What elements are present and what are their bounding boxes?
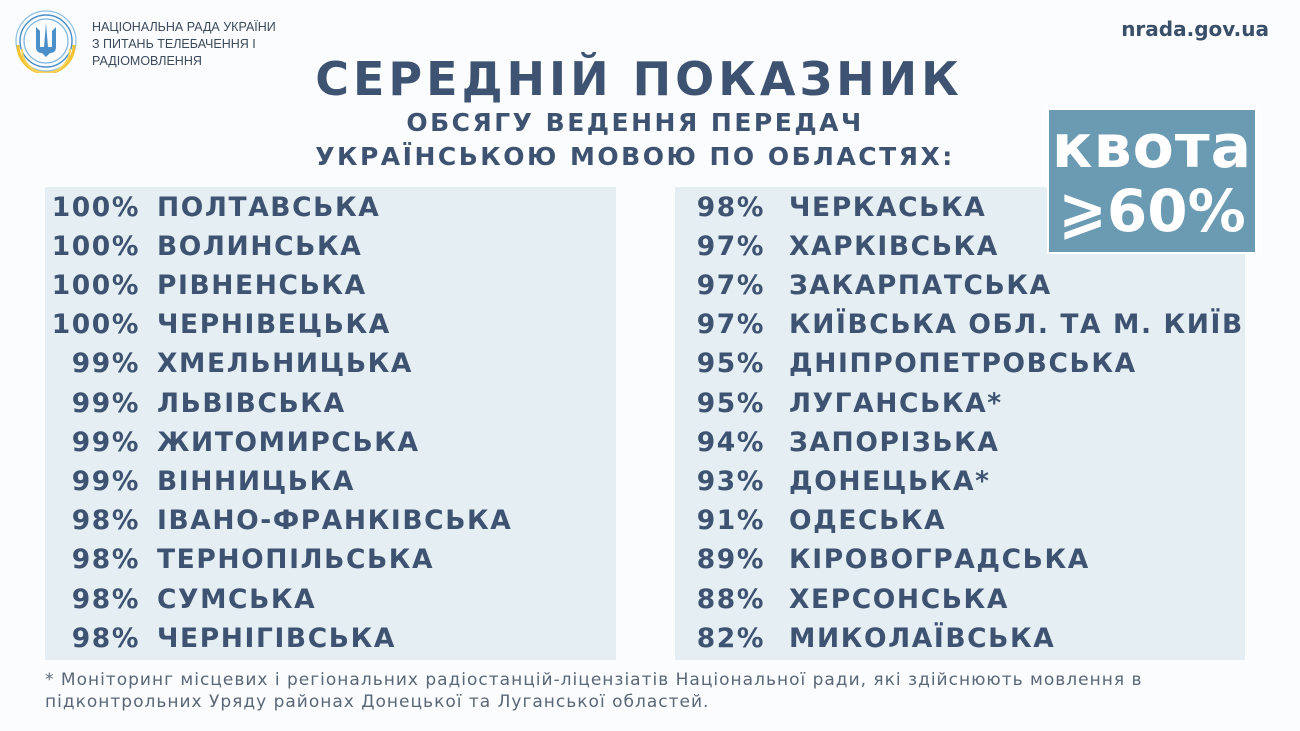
region-percent: 98% xyxy=(71,583,140,615)
region-name: ОДЕСЬКА xyxy=(789,505,947,537)
region-percent: 97% xyxy=(696,269,765,301)
region-percent: 98% xyxy=(71,622,140,654)
region-percent: 99% xyxy=(71,348,140,380)
right-region-list: 98% ЧЕРКАСЬКА 97% ХАРКІВСЬКА 97% ЗАКАРПАТСЬКА… xyxy=(675,187,1245,660)
org-line-2: З ПИТАНЬ ТЕЛЕБАЧЕННЯ І xyxy=(92,37,256,51)
region-percent: 95% xyxy=(696,348,765,380)
org-line-1: НАЦІОНАЛЬНА РАДА УКРАЇНИ xyxy=(92,20,276,34)
site-url[interactable]: nrada.gov.ua xyxy=(1121,17,1269,41)
region-name: ЗАКАРПАТСЬКА xyxy=(789,269,1052,301)
region-percent: 98% xyxy=(71,544,140,576)
region-percent: 99% xyxy=(71,387,140,419)
region-percent: 91% xyxy=(696,505,765,537)
region-percent: 99% xyxy=(71,426,140,458)
region-percent: 100% xyxy=(51,191,140,223)
region-name: ДНІПРОПЕТРОВСЬКА xyxy=(789,348,1137,380)
left-region-list: 100% ПОЛТАВСЬКА 100% ВОЛИНСЬКА 100% РІВНЕНСЬК… xyxy=(45,187,616,660)
trident-emblem-icon xyxy=(15,10,77,73)
region-name: ПОЛТАВСЬКА xyxy=(157,191,381,223)
region-percent: 97% xyxy=(696,309,765,341)
region-percent: 98% xyxy=(71,505,140,537)
region-name: РІВНЕНСЬКА xyxy=(157,269,367,301)
quota-badge: квота ⩾60% xyxy=(1047,108,1257,254)
region-name: ЛЬВІВСЬКА xyxy=(157,387,346,419)
org-line-3: РАДІОМОВЛЕННЯ xyxy=(92,54,202,68)
region-name: ТЕРНОПІЛЬСЬКА xyxy=(157,544,435,576)
quota-label: квота xyxy=(1051,112,1253,182)
organization-name: НАЦІОНАЛЬНА РАДА УКРАЇНИ З ПИТАНЬ ТЕЛЕБА… xyxy=(92,19,276,70)
page-title: СЕРЕДНІЙ ПОКАЗНИК xyxy=(315,52,963,106)
region-name: ЗАПОРІЗЬКА xyxy=(789,426,1000,458)
quota-value: ⩾60% xyxy=(1058,177,1246,245)
region-name: ЛУГАНСЬКА* xyxy=(789,387,1003,419)
footnote: * Моніторинг місцевих і регіональних рад… xyxy=(45,670,1143,712)
region-percent: 82% xyxy=(696,622,765,654)
region-percent: 98% xyxy=(696,191,765,223)
region-name: МИКОЛАЇВСЬКА xyxy=(789,622,1056,654)
region-percent: 88% xyxy=(696,583,765,615)
region-name: ХЕРСОНСЬКА xyxy=(789,583,1009,615)
region-name: КИЇВСЬКА ОБЛ. ТА М. КИЇВ xyxy=(789,309,1244,341)
region-name: ЧЕРНІГІВСЬКА xyxy=(157,622,396,654)
region-percent: 94% xyxy=(696,426,765,458)
region-percent: 100% xyxy=(51,269,140,301)
region-name: ІВАНО-ФРАНКІВСЬКА xyxy=(157,505,513,537)
region-name: СУМСЬКА xyxy=(157,583,317,615)
region-percent: 100% xyxy=(51,309,140,341)
region-name: ЧЕРКАСЬКА xyxy=(789,191,987,223)
region-percent: 95% xyxy=(696,387,765,419)
region-name: ХМЕЛЬНИЦЬКА xyxy=(157,348,414,380)
region-name: ЧЕРНІВЕЦЬКА xyxy=(157,309,391,341)
region-percent: 100% xyxy=(51,230,140,262)
region-name: КІРОВОГРАДСЬКА xyxy=(789,544,1090,576)
subtitle-line-2: УКРАЇНСЬКОЮ МОВОЮ ПО ОБЛАСТЯХ: xyxy=(315,142,955,171)
region-percent: 99% xyxy=(71,465,140,497)
region-name: ВОЛИНСЬКА xyxy=(157,230,363,262)
region-name: ХАРКІВСЬКА xyxy=(789,230,999,262)
region-percent: 93% xyxy=(696,465,765,497)
region-percent: 97% xyxy=(696,230,765,262)
region-name: ДОНЕЦЬКА* xyxy=(789,465,991,497)
region-percent: 89% xyxy=(696,544,765,576)
region-name: ЖИТОМИРСЬКА xyxy=(157,426,420,458)
region-name: ВІННИЦЬКА xyxy=(157,465,355,497)
subtitle-line-1: ОБСЯГУ ВЕДЕННЯ ПЕРЕДАЧ xyxy=(406,108,864,137)
